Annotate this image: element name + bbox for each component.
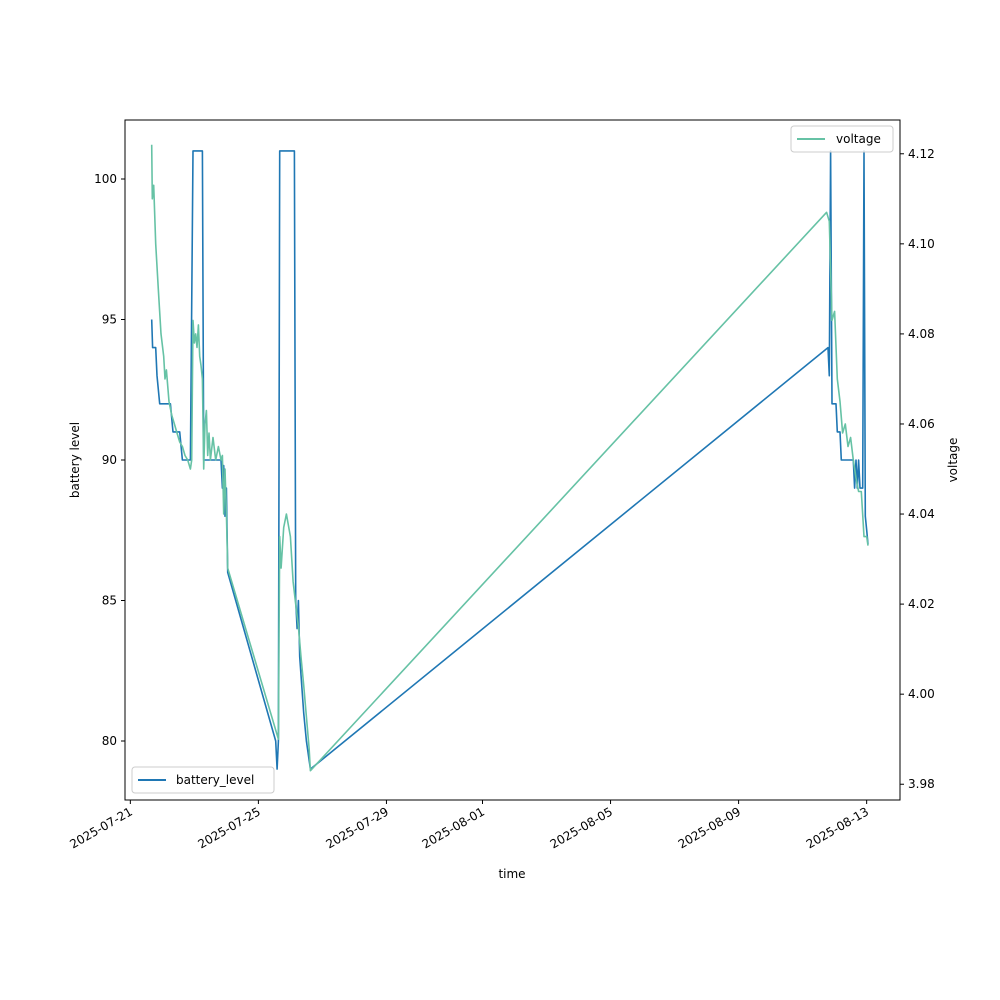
y-right-tick-label: 3.98 [908, 777, 935, 791]
legend-box [790, 125, 894, 153]
y-right-tick-label: 4.02 [908, 597, 935, 611]
y-axis-left-title: battery level [68, 422, 82, 498]
y-axis-right-title: voltage [946, 438, 960, 483]
y-right-tick-label: 4.04 [908, 507, 935, 521]
y-left-tick-label: 90 [102, 453, 117, 467]
y-right-tick-label: 4.00 [908, 687, 935, 701]
y-right-tick-label: 4.10 [908, 237, 935, 251]
y-right-tick-label: 4.08 [908, 327, 935, 341]
x-axis-title: time [498, 867, 525, 881]
legend-voltage: voltage [790, 125, 894, 153]
y-right-tick-label: 4.06 [908, 417, 935, 431]
y-right-tick-label: 4.12 [908, 147, 935, 161]
y-left-tick-label: 100 [94, 172, 117, 186]
y-left-tick-label: 85 [102, 593, 117, 607]
y-axis-left: 80 85 90 95 100 [94, 172, 125, 748]
legend-label-voltage: voltage [836, 132, 881, 146]
y-axis-right: 3.98 4.00 4.02 4.04 4.06 4.08 4.10 4.12 [900, 147, 935, 791]
legend-label-battery-level: battery_level [176, 773, 254, 787]
series-layer [150, 144, 869, 772]
series-line-voltage [150, 144, 869, 772]
y-left-tick-label: 95 [102, 313, 117, 327]
y-left-tick-label: 80 [102, 734, 117, 748]
legend-battery-level: battery_level [131, 766, 275, 794]
legend-box [131, 766, 275, 794]
